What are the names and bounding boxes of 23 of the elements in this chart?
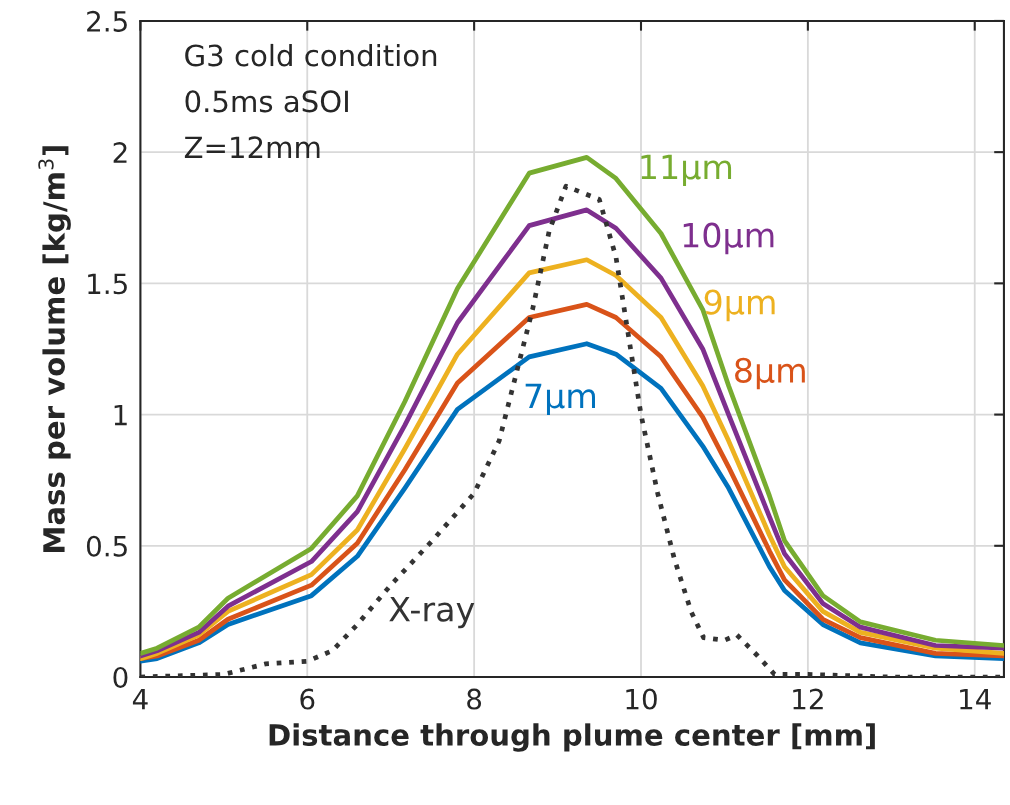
series-label: X-ray [389, 596, 475, 629]
x-tick-label: 4 [132, 688, 148, 710]
x-tick-label: 6 [300, 688, 315, 710]
y-tick-label: 0 [113, 666, 128, 688]
series-label: 10µm [683, 222, 774, 255]
y-tick-label: 1 [114, 404, 127, 426]
x-axis-title: Distance through plume center [mm] [269, 723, 875, 752]
x-tick-label: 8 [467, 688, 482, 710]
x-tick-label: 10 [626, 688, 657, 710]
y-tick-label: 2 [113, 142, 127, 163]
x-tick-label: 14 [960, 688, 991, 710]
series-label: 11µm [641, 154, 732, 186]
annotation: Z=12mm [184, 136, 320, 158]
annotation: G3 cold condition [185, 43, 437, 67]
y-axis-title: Mass per volume [kg/m$^{3}$] [38, 146, 71, 552]
annotation: 0.5ms aSOI [185, 90, 348, 113]
y-tick-label: 1.5 [88, 273, 127, 295]
y-tick-label: 0.5 [86, 535, 127, 557]
x-tick-label: 12 [793, 688, 823, 710]
series-label: 7µm [525, 383, 595, 415]
series-label: 8µm [735, 357, 805, 390]
series-label: 9µm [704, 289, 775, 322]
y-tick-label: 2.5 [87, 10, 127, 32]
